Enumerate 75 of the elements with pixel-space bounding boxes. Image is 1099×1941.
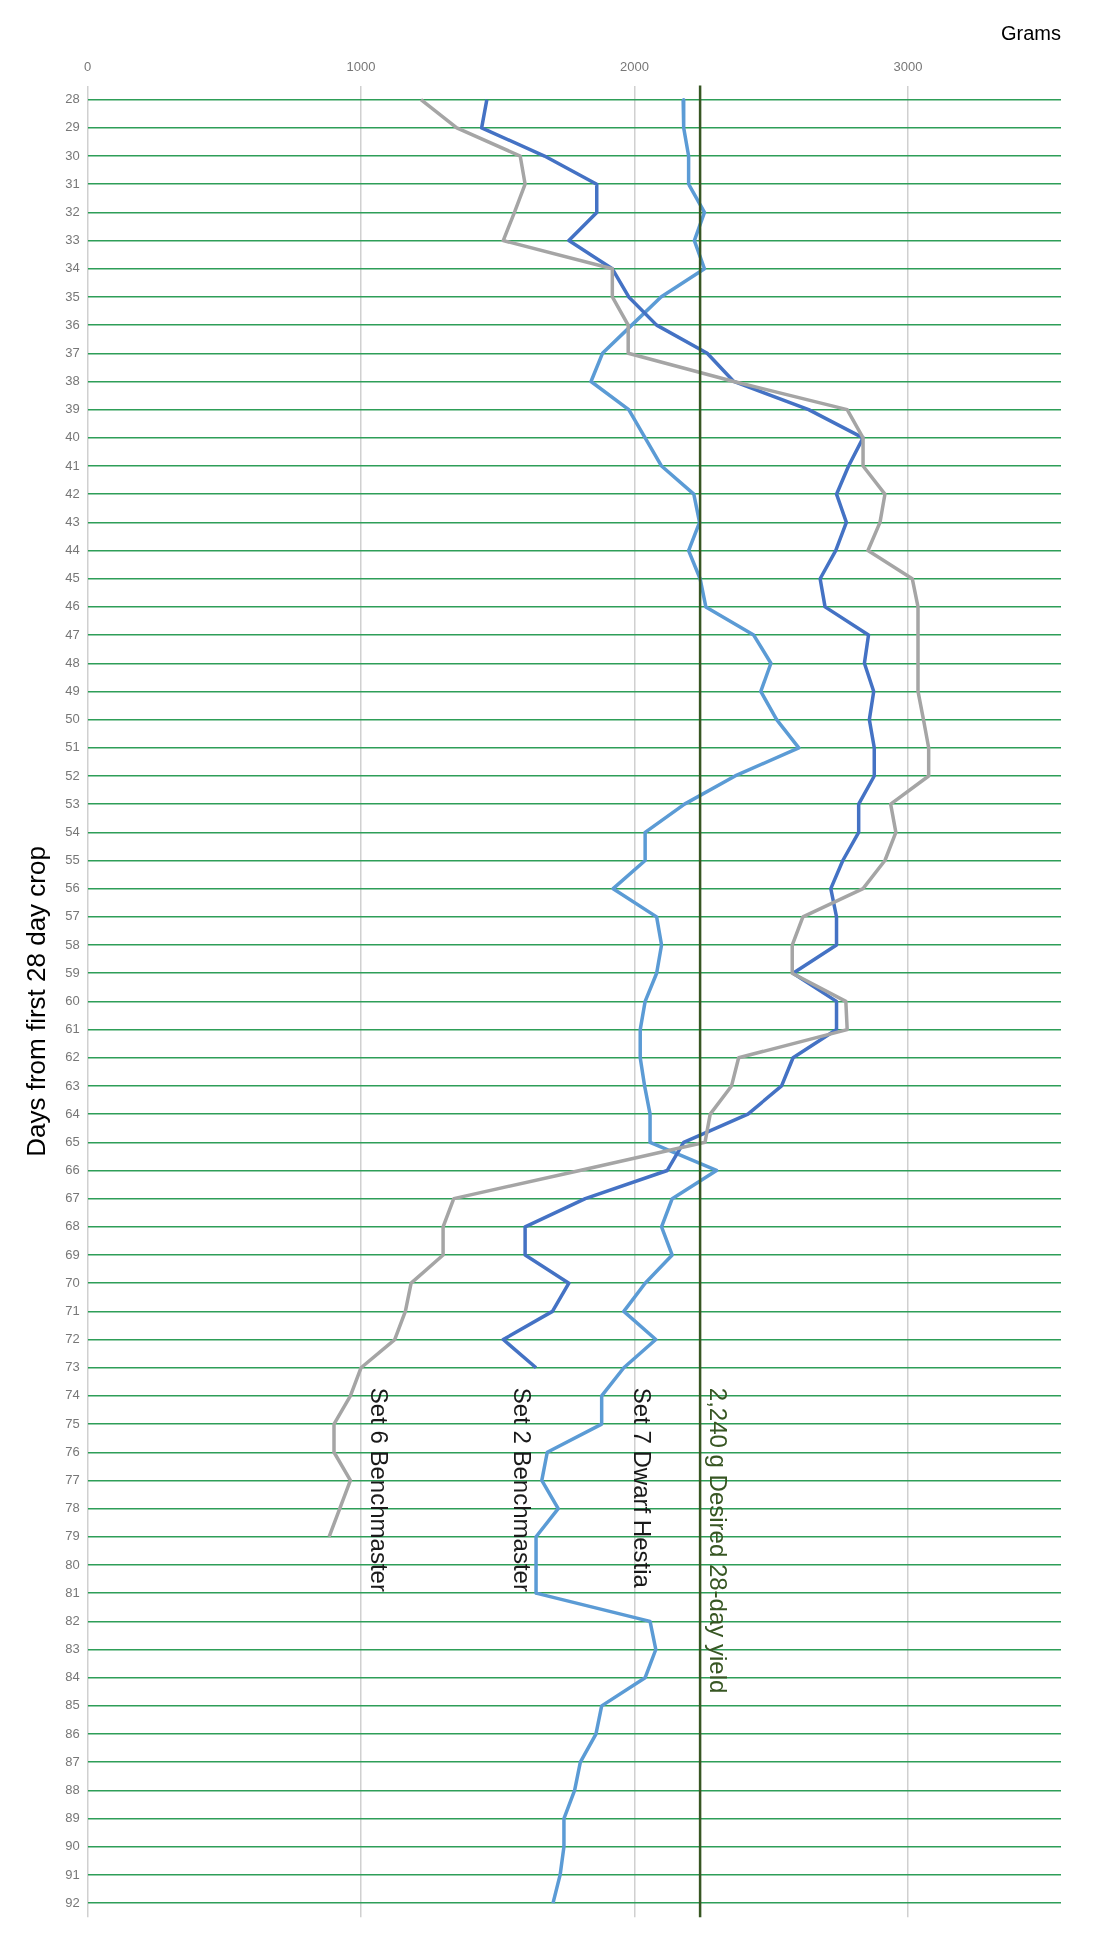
y-tick-label: 55: [65, 852, 80, 868]
x-axis-title: Grams: [1001, 21, 1061, 44]
y-tick-label: 63: [65, 1077, 80, 1093]
y-tick-label: 62: [65, 1049, 80, 1065]
y-tick-label: 51: [65, 739, 80, 755]
x-tick-label: 1000: [346, 59, 376, 75]
y-tick-label: 56: [65, 880, 80, 896]
y-tick-label: 35: [65, 288, 80, 304]
y-tick-label: 71: [65, 1302, 80, 1318]
y-tick-label: 49: [65, 683, 80, 699]
text: Set 6 Benchmaster: [366, 1387, 394, 1592]
y-tick-label: 87: [65, 1753, 80, 1769]
x-tick-label: 3000: [893, 59, 923, 75]
y-tick-label: 33: [65, 232, 80, 248]
y-tick-label: 31: [65, 175, 80, 191]
y-tick-label: 34: [65, 260, 80, 276]
y-tick-label: 66: [65, 1162, 80, 1178]
y-tick-label: 65: [65, 1133, 80, 1149]
y-tick-label: 90: [65, 1838, 80, 1854]
y-tick-label: 43: [65, 513, 80, 529]
y-tick-label: 82: [65, 1612, 80, 1628]
y-tick-label: 39: [65, 401, 80, 417]
y-tick-label: 86: [65, 1725, 80, 1741]
y-tick-label: 61: [65, 1021, 80, 1037]
y-tick-label: 47: [65, 626, 80, 642]
y-tick-label: 48: [65, 654, 80, 670]
y-tick-label: 52: [65, 767, 80, 783]
y-tick-label: 78: [65, 1500, 80, 1516]
y-tick-label: 29: [65, 119, 80, 135]
y-tick-label: 44: [65, 542, 80, 558]
x-tick-label: 2000: [620, 59, 649, 75]
y-tick-label: 83: [65, 1641, 80, 1657]
y-tick-label: 73: [65, 1359, 80, 1375]
y-tick-label: 89: [65, 1810, 80, 1826]
y-tick-label: 40: [65, 429, 80, 445]
y-tick-label: 76: [65, 1443, 80, 1459]
y-tick-label: 57: [65, 908, 80, 924]
y-tick-label: 74: [65, 1387, 80, 1403]
y-axis-title: Days from first 28 day crop: [20, 846, 51, 1157]
y-tick-label: 79: [65, 1528, 80, 1544]
y-tick-label: 41: [65, 457, 80, 473]
y-tick-label: 68: [65, 1218, 80, 1234]
y-tick-label: 53: [65, 795, 80, 811]
y-tick-label: 60: [65, 992, 80, 1008]
y-tick-label: 64: [65, 1105, 80, 1121]
y-tick-label: 85: [65, 1697, 80, 1713]
y-tick-label: 70: [65, 1274, 80, 1290]
y-tick-label: 42: [65, 485, 80, 501]
y-tick-label: 84: [65, 1669, 80, 1685]
y-tick-label: 58: [65, 936, 80, 952]
ref-line-label: 2,240 g Desired 28-day yield: [705, 1387, 733, 1694]
text: Set 7 Dwarf Hestia: [629, 1387, 657, 1589]
y-tick-label: 37: [65, 344, 80, 360]
y-tick-label: 67: [65, 1190, 80, 1206]
x-tick-label: 0: [84, 59, 92, 75]
y-tick-label: 32: [65, 203, 80, 219]
y-tick-label: 54: [65, 823, 80, 839]
y-tick-label: 38: [65, 373, 80, 389]
text: Set 2 Benchmaster: [508, 1387, 536, 1592]
y-tick-label: 92: [65, 1894, 80, 1910]
y-tick-label: 88: [65, 1781, 80, 1797]
y-tick-label: 75: [65, 1415, 80, 1431]
y-tick-label: 59: [65, 964, 80, 980]
y-tick-label: 30: [65, 147, 80, 163]
y-tick-label: 28: [65, 91, 80, 107]
y-tick-label: 72: [65, 1331, 80, 1347]
y-tick-label: 36: [65, 316, 80, 332]
y-tick-label: 80: [65, 1556, 80, 1572]
y-tick-label: 50: [65, 711, 80, 727]
y-tick-label: 91: [65, 1866, 80, 1882]
y-tick-label: 77: [65, 1472, 80, 1488]
y-tick-label: 81: [65, 1584, 80, 1600]
y-tick-label: 69: [65, 1246, 80, 1262]
y-tick-label: 45: [65, 570, 80, 586]
y-tick-label: 46: [65, 598, 80, 614]
